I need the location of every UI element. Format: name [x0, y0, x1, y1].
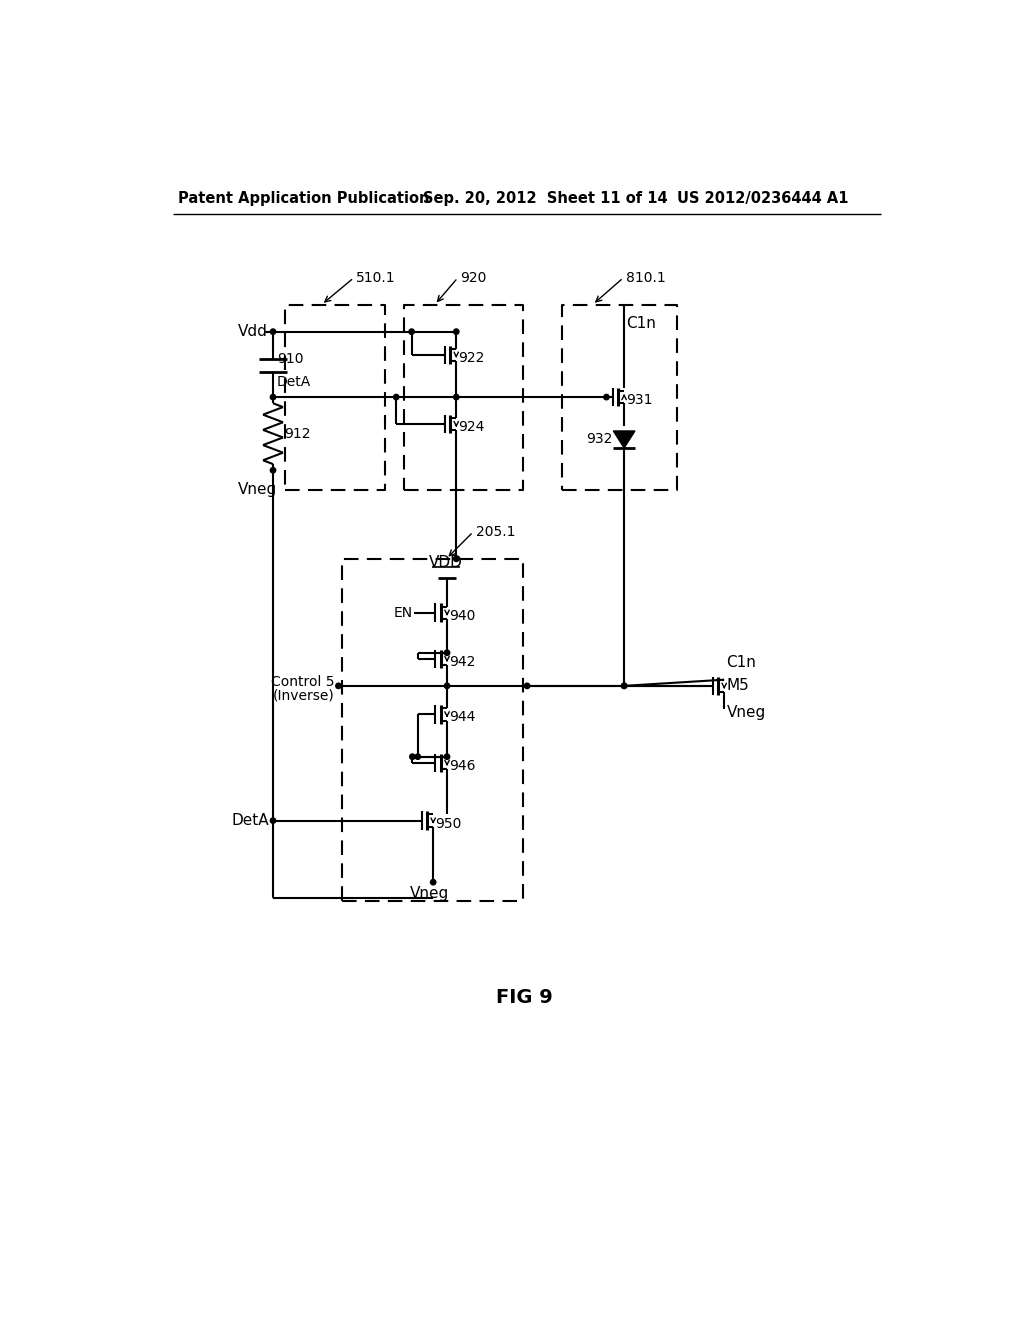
Text: DetA: DetA: [276, 375, 311, 388]
Text: 931: 931: [627, 393, 653, 407]
Circle shape: [622, 684, 627, 689]
Text: 205.1: 205.1: [475, 525, 515, 539]
Circle shape: [524, 684, 529, 689]
Text: 940: 940: [450, 609, 476, 623]
Text: 810.1: 810.1: [626, 271, 666, 285]
Circle shape: [336, 684, 341, 689]
Text: Control 5: Control 5: [271, 675, 335, 689]
Text: VDD: VDD: [429, 556, 463, 570]
Text: 920: 920: [460, 271, 486, 285]
Text: 950: 950: [435, 817, 462, 830]
Text: Vneg: Vneg: [239, 482, 278, 498]
Text: 942: 942: [450, 655, 476, 669]
Circle shape: [454, 556, 459, 561]
Text: DetA: DetA: [231, 813, 269, 828]
Text: 922: 922: [459, 351, 485, 364]
Circle shape: [454, 395, 459, 400]
Circle shape: [270, 818, 275, 824]
Text: US 2012/0236444 A1: US 2012/0236444 A1: [677, 191, 849, 206]
Text: 932: 932: [586, 433, 612, 446]
Text: 944: 944: [450, 710, 476, 725]
Text: FIG 9: FIG 9: [497, 989, 553, 1007]
Circle shape: [444, 649, 450, 656]
Circle shape: [270, 467, 275, 473]
Circle shape: [415, 754, 421, 759]
Text: 924: 924: [459, 420, 485, 434]
Circle shape: [409, 329, 415, 334]
Text: 510.1: 510.1: [356, 271, 396, 285]
Text: (Inverse): (Inverse): [272, 689, 335, 702]
Circle shape: [430, 879, 436, 884]
Text: EN: EN: [393, 606, 413, 619]
Text: M5: M5: [727, 678, 750, 693]
Circle shape: [410, 754, 415, 759]
Text: 912: 912: [285, 426, 311, 441]
Circle shape: [604, 395, 609, 400]
Text: Vneg: Vneg: [727, 705, 766, 721]
Circle shape: [270, 329, 275, 334]
Circle shape: [393, 395, 399, 400]
Text: Sep. 20, 2012  Sheet 11 of 14: Sep. 20, 2012 Sheet 11 of 14: [423, 191, 668, 206]
Circle shape: [444, 754, 450, 759]
Text: 910: 910: [276, 352, 303, 366]
Polygon shape: [613, 430, 635, 447]
Circle shape: [444, 684, 450, 689]
Text: Vdd: Vdd: [239, 325, 268, 339]
Circle shape: [622, 684, 627, 689]
Text: C1n: C1n: [727, 655, 757, 671]
Circle shape: [454, 329, 459, 334]
Text: C1n: C1n: [627, 317, 656, 331]
Text: Patent Application Publication: Patent Application Publication: [178, 191, 430, 206]
Circle shape: [270, 395, 275, 400]
Text: Vneg: Vneg: [410, 886, 449, 902]
Text: 946: 946: [450, 759, 476, 774]
